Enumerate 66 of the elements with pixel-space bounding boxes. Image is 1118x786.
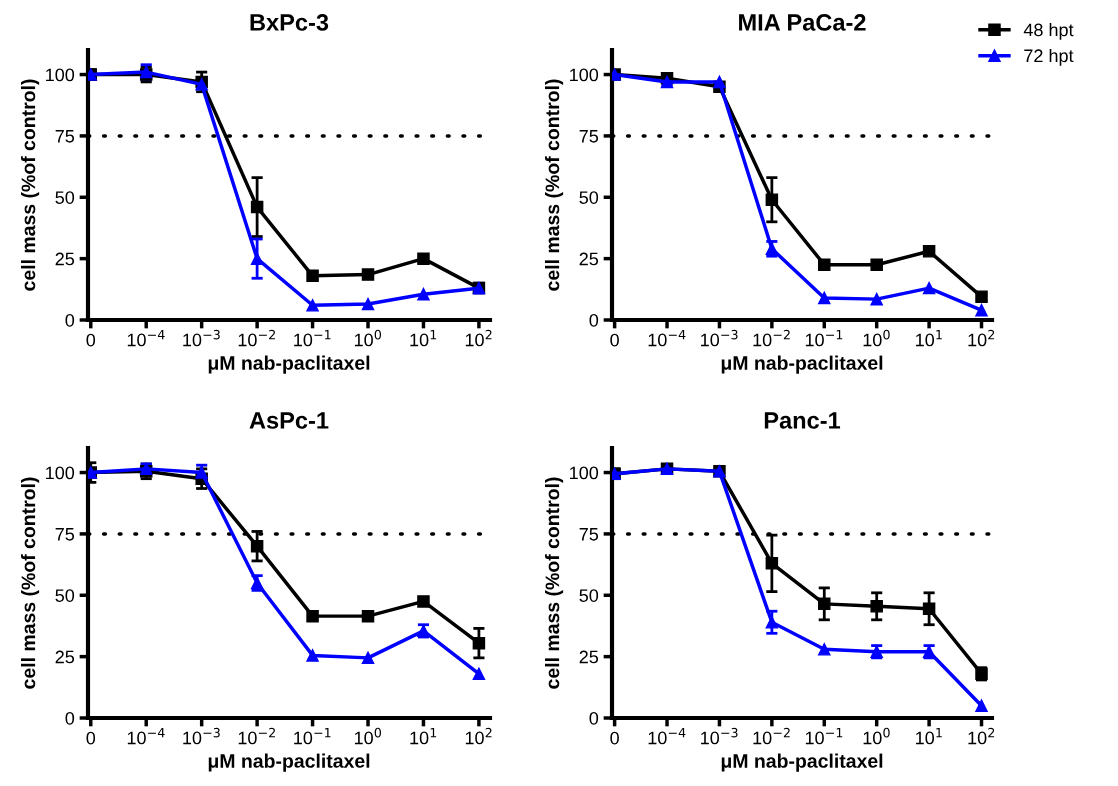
x-tick-label: 10$^{1}$ bbox=[410, 728, 437, 745]
x-tick-label: 10$^{−1}$ bbox=[805, 728, 843, 745]
x-tick-label: 0 bbox=[610, 731, 619, 745]
x-tick-label: 10$^{2}$ bbox=[968, 329, 995, 347]
x-tick-label: 10$^{1}$ bbox=[410, 330, 437, 347]
x-tick-label: 10$^{−3}$ bbox=[183, 329, 220, 347]
x-tick-label: 10$^{1}$ bbox=[916, 728, 942, 745]
y-axis-title: cell mass (%of control) bbox=[21, 477, 40, 689]
y-tick-label: 50 bbox=[579, 589, 599, 602]
x-tick-label: 0 bbox=[86, 333, 96, 347]
y-tick-label: 0 bbox=[65, 313, 75, 327]
x-tick-label: 10$^{−4}$ bbox=[127, 330, 165, 347]
x-tick-label: 10$^{−1}$ bbox=[294, 728, 331, 745]
x-tick-label: 10$^{2}$ bbox=[968, 727, 995, 745]
y-tick-label: 25 bbox=[579, 252, 599, 266]
y-tick-label: 100 bbox=[570, 68, 599, 82]
x-tick-label: 10$^{−3}$ bbox=[701, 727, 738, 745]
y-tick-label: 100 bbox=[46, 68, 75, 82]
x-tick-label: 10$^{0}$ bbox=[354, 329, 382, 347]
x-axis-title: μM nab-paclitaxel bbox=[721, 355, 883, 374]
chart-title: Panc-1 bbox=[764, 412, 841, 429]
x-tick-label: 0 bbox=[86, 731, 96, 745]
legend-label: 72 hpt bbox=[1024, 48, 1074, 66]
y-tick-label: 50 bbox=[55, 589, 75, 602]
x-axis-title: μM nab-paclitaxel bbox=[721, 753, 883, 772]
x-tick-label: 10$^{1}$ bbox=[916, 330, 942, 347]
y-tick-label: 100 bbox=[46, 466, 75, 480]
y-axis-title: cell mass (%of control) bbox=[21, 79, 40, 291]
y-tick-label: 0 bbox=[589, 313, 599, 327]
y-tick-label: 25 bbox=[55, 252, 75, 266]
y-tick-label: 75 bbox=[55, 130, 75, 143]
x-tick-label: 10$^{−1}$ bbox=[294, 330, 331, 347]
legend-label: 48 hpt bbox=[1023, 23, 1074, 40]
x-tick-label: 10$^{−4}$ bbox=[648, 330, 686, 347]
y-tick-label: 50 bbox=[579, 191, 599, 204]
y-axis-title: cell mass (%of control) bbox=[545, 79, 564, 291]
x-tick-label: 10$^{−3}$ bbox=[183, 727, 220, 745]
x-tick-label: 10$^{−4}$ bbox=[648, 728, 686, 745]
chart-title: MIA PaCa-2 bbox=[739, 14, 866, 31]
y-tick-label: 50 bbox=[55, 191, 75, 204]
chart-title: AsPc-1 bbox=[249, 412, 329, 429]
x-tick-label: 0 bbox=[610, 333, 619, 347]
x-tick-label: 10$^{−1}$ bbox=[805, 330, 843, 347]
x-tick-label: 10$^{−2}$ bbox=[753, 727, 790, 745]
chart-title: BxPc-3 bbox=[250, 14, 329, 31]
x-tick-label: 10$^{−2}$ bbox=[753, 329, 790, 347]
x-tick-label: 10$^{0}$ bbox=[863, 329, 890, 347]
y-tick-label: 25 bbox=[579, 650, 599, 664]
x-axis-title: μM nab-paclitaxel bbox=[208, 355, 370, 374]
x-tick-label: 10$^{−2}$ bbox=[238, 727, 275, 745]
y-tick-label: 0 bbox=[65, 711, 75, 725]
y-tick-label: 100 bbox=[570, 466, 599, 480]
y-tick-label: 75 bbox=[579, 528, 599, 541]
x-tick-label: 10$^{0}$ bbox=[863, 727, 890, 745]
y-tick-label: 0 bbox=[589, 711, 599, 725]
x-axis-title: μM nab-paclitaxel bbox=[208, 753, 370, 772]
x-tick-label: 10$^{−4}$ bbox=[127, 728, 165, 745]
y-axis-title: cell mass (%of control) bbox=[545, 477, 564, 689]
x-tick-label: 10$^{0}$ bbox=[354, 727, 382, 745]
x-tick-label: 10$^{−3}$ bbox=[701, 329, 738, 347]
x-tick-label: 10$^{−2}$ bbox=[238, 329, 275, 347]
y-tick-label: 75 bbox=[55, 528, 75, 541]
x-tick-label: 10$^{2}$ bbox=[465, 727, 492, 745]
y-tick-label: 25 bbox=[55, 650, 75, 664]
y-tick-label: 75 bbox=[579, 130, 599, 143]
x-tick-label: 10$^{2}$ bbox=[465, 329, 492, 347]
